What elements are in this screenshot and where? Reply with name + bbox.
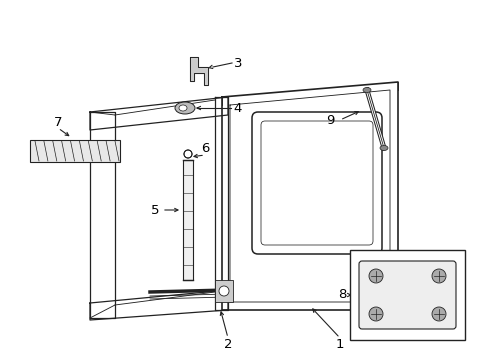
Ellipse shape [175, 102, 195, 114]
Bar [183, 160, 193, 280]
Polygon shape [215, 97, 227, 310]
Ellipse shape [379, 145, 387, 150]
Circle shape [431, 307, 445, 321]
Bar [30, 140, 120, 162]
Text: 3: 3 [233, 57, 242, 69]
Polygon shape [90, 290, 227, 320]
Text: 2: 2 [224, 338, 232, 351]
Ellipse shape [179, 105, 186, 111]
Text: 8: 8 [337, 288, 346, 302]
Text: 6: 6 [201, 141, 209, 154]
FancyBboxPatch shape [358, 261, 455, 329]
Text: 9: 9 [325, 113, 333, 126]
Circle shape [368, 269, 382, 283]
Bar [215, 280, 232, 302]
Text: 1: 1 [335, 338, 344, 351]
Polygon shape [90, 97, 227, 130]
Polygon shape [222, 82, 397, 310]
Text: 4: 4 [233, 102, 242, 114]
Circle shape [368, 307, 382, 321]
Text: 5: 5 [150, 203, 159, 216]
Bar [349, 250, 464, 340]
Circle shape [431, 269, 445, 283]
Circle shape [219, 286, 228, 296]
Text: 7: 7 [54, 116, 62, 129]
Ellipse shape [362, 87, 370, 93]
Polygon shape [90, 112, 115, 318]
Polygon shape [190, 57, 207, 85]
